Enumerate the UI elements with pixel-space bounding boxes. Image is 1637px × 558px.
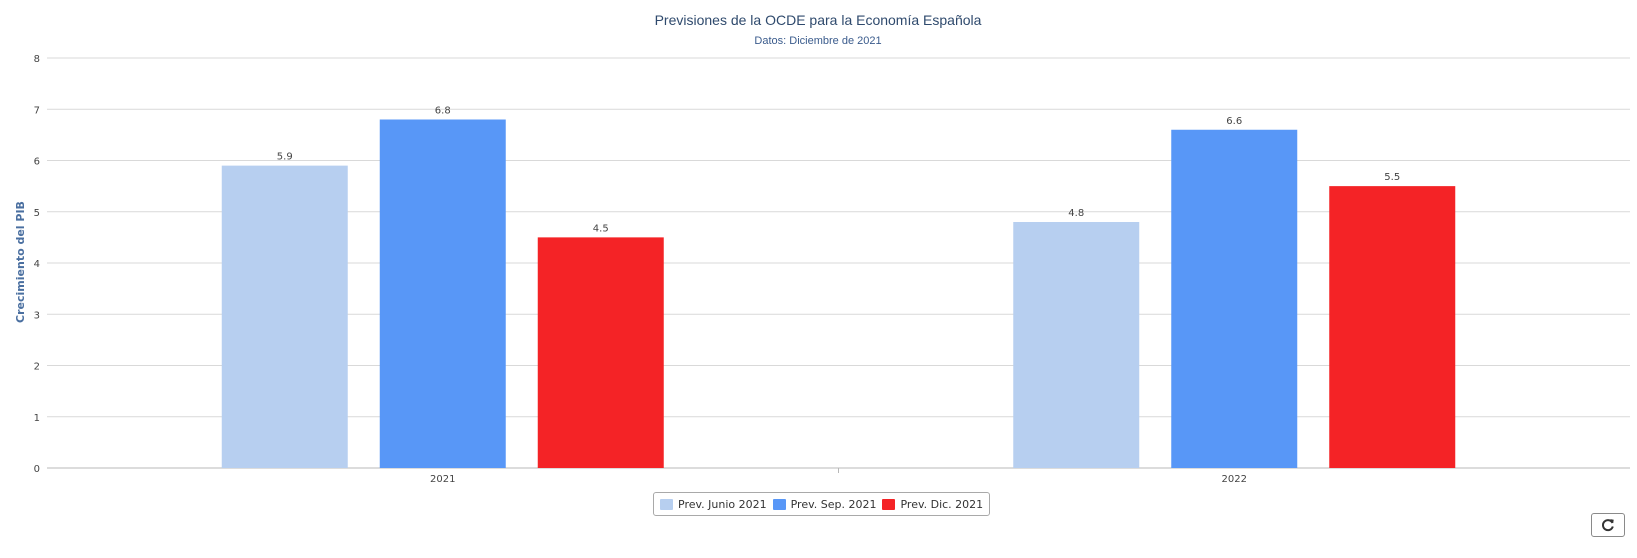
x-tick-label: 2022 [1222,474,1247,485]
legend-swatch [660,498,673,510]
y-tick-label: 4 [34,259,40,270]
bar [221,165,348,468]
x-axis-ticks: 2021 2022 [430,468,1247,485]
data-label: 5.5 [1384,172,1400,183]
y-axis-label: Crecimiento del PIB [14,201,27,323]
legend: Prev. Junio 2021 Prev. Sep. 2021 Prev. Dic… [653,492,991,516]
bar [1013,222,1140,468]
chart-title: Previsiones de la OCDE para la Economía … [655,12,982,28]
y-tick-label: 2 [34,362,40,373]
y-tick-label: 8 [34,54,40,65]
y-tick-label: 1 [34,413,40,424]
refresh-icon [1602,519,1614,532]
y-tick-label: 7 [34,105,40,116]
chart-subtitle: Datos: Diciembre de 2021 [754,35,881,47]
x-tick-label: 2021 [430,474,455,485]
bar [379,119,506,468]
data-label: 6.6 [1226,116,1242,127]
bar [1329,186,1456,468]
y-tick-label: 0 [34,464,40,475]
legend-item[interactable]: Prev. Junio 2021 [660,498,767,511]
legend-label: Prev. Dic. 2021 [900,497,984,511]
bar [537,237,664,468]
legend-item[interactable]: Prev. Sep. 2021 [772,497,877,511]
y-tick-label: 5 [34,208,40,219]
bar [1171,129,1298,468]
legend-label: Prev. Sep. 2021 [790,497,877,511]
y-tick-label: 6 [34,157,40,168]
legend-swatch [882,498,896,510]
data-label: 6.8 [435,106,451,117]
y-axis-ticks: 0 1 2 3 4 5 6 7 8 [34,54,40,475]
data-label: 5.9 [277,152,293,163]
y-tick-label: 3 [34,310,40,321]
legend-item[interactable]: Prev. Dic. 2021 [882,498,983,511]
refresh-button[interactable] [1591,513,1625,537]
bars: 5.9 6.8 4.5 4.8 6.6 5.5 [221,106,1456,468]
data-label: 4.8 [1068,208,1084,219]
legend-swatch [772,498,786,510]
data-label: 4.5 [593,223,609,234]
legend-label: Prev. Junio 2021 [678,497,767,511]
